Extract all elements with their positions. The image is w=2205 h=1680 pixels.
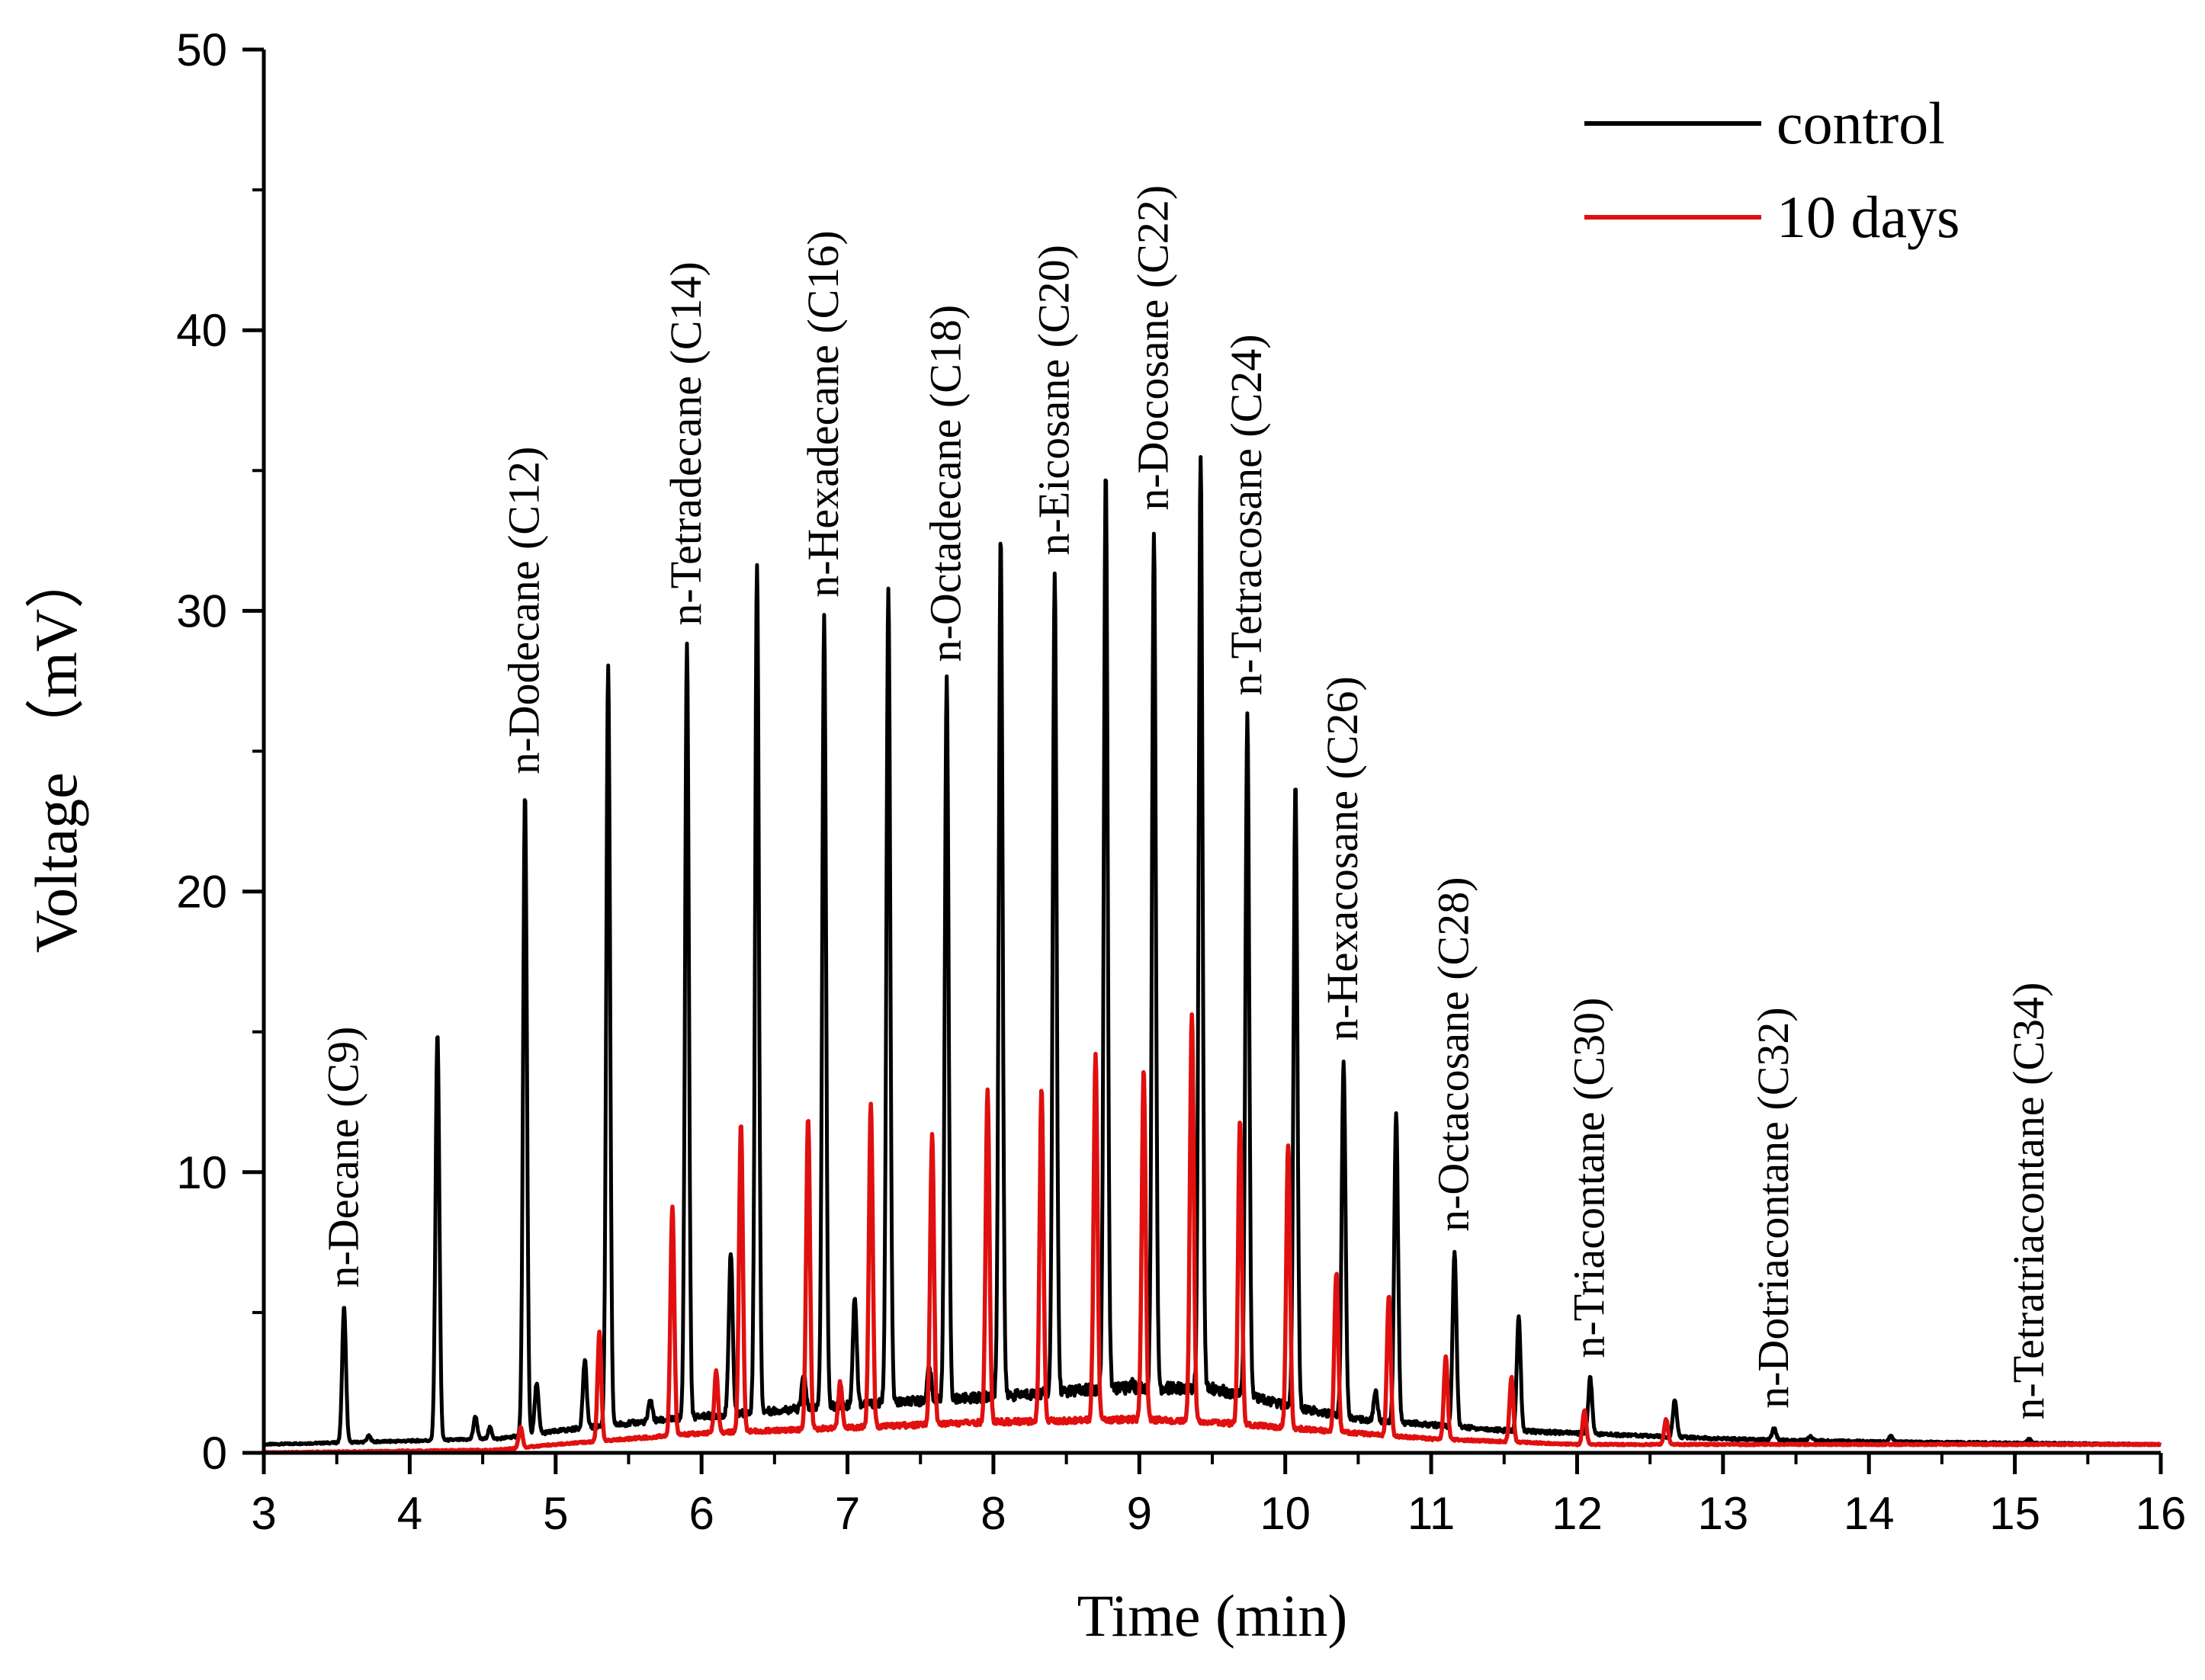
plot-lines — [262, 455, 2162, 1455]
axes: 3 4 5 6 7 8 9 10 11 12 13 14 15 16 0 10 20 30 40 50 — [176, 24, 2186, 1539]
peak-label: n-Eicosane (C20) — [1029, 245, 1078, 555]
y-tick-label: 30 — [176, 585, 227, 636]
y-tick-label: 40 — [176, 305, 227, 356]
x-tick-label: 14 — [1844, 1488, 1895, 1539]
y-tick-label: 10 — [176, 1147, 227, 1198]
peak-label: n-Tetracosane (C24) — [1221, 334, 1271, 695]
peak-label: n-Hexacosane (C26) — [1318, 676, 1367, 1040]
x-tick-label: 3 — [251, 1488, 276, 1539]
x-tick-label: 9 — [1127, 1488, 1152, 1539]
peak-label: n-Tetradecane (C14) — [661, 261, 711, 625]
x-tick-label: 7 — [835, 1488, 860, 1539]
legend-label: control — [1777, 90, 1945, 156]
peak-annotations: n-Decane (C9) n-Dodecane (C12) n-Tetradeca… — [318, 185, 2053, 1420]
x-tick-label: 4 — [397, 1488, 422, 1539]
peak-label: n-Hexadecane (C16) — [798, 230, 848, 597]
x-tick-label: 8 — [981, 1488, 1006, 1539]
peak-label: n-Dotriacontane (C32) — [1748, 1007, 1798, 1409]
legend-label: 10 days — [1777, 184, 1959, 250]
peak-label: n-Octadecane (C18) — [921, 305, 971, 662]
peak-label: n-Dodecane (C12) — [499, 447, 549, 774]
x-tick-label: 11 — [1407, 1488, 1455, 1539]
x-tick-label: 5 — [543, 1488, 568, 1539]
y-tick-label: 50 — [176, 24, 227, 75]
x-tick-label: 13 — [1697, 1488, 1748, 1539]
x-axis-title: Time (min) — [1077, 1582, 1348, 1649]
y-tick-label: 20 — [176, 867, 227, 918]
x-tick-label: 15 — [1989, 1488, 2040, 1539]
peak-label: n-Decane (C9) — [318, 1027, 368, 1288]
peak-label: n-Docosane (C22) — [1128, 185, 1177, 511]
y-axis-title: Voltage （mV） — [23, 550, 89, 953]
series-line-control — [262, 455, 2162, 1448]
legend: control 10 days — [1584, 90, 1959, 250]
x-tick-label: 12 — [1552, 1488, 1603, 1539]
x-tick-label: 10 — [1260, 1488, 1311, 1539]
x-tick-label: 16 — [2136, 1488, 2187, 1539]
y-tick-label: 0 — [202, 1428, 227, 1479]
peak-label: n-Tetratriacontane (C34) — [2004, 983, 2053, 1420]
peak-label: n-Triacontane (C30) — [1565, 998, 1614, 1358]
peak-label: n-Octacosane (C28) — [1429, 877, 1478, 1231]
x-tick-label: 6 — [688, 1488, 714, 1539]
series-line-10-days — [262, 1012, 2162, 1455]
